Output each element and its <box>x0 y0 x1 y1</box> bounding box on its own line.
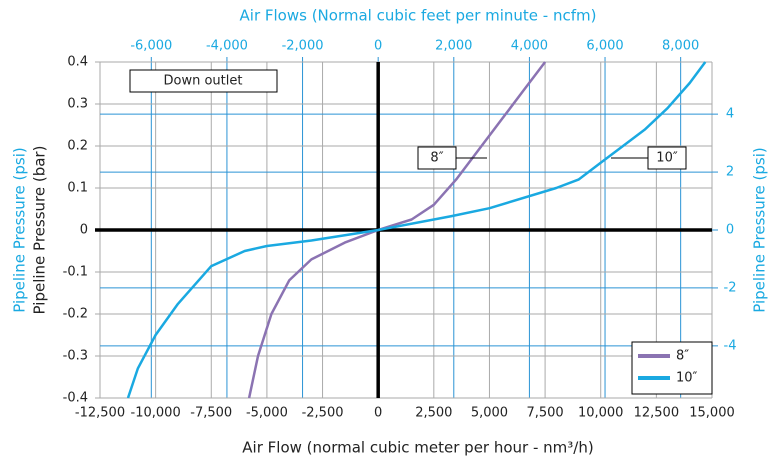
bottom-axis-label: Air Flow (normal cubic meter per hour - … <box>242 439 593 457</box>
legend-box <box>631 341 713 395</box>
x-tick-label: 7,500 <box>526 406 563 421</box>
right-axis-label: Pipeline Pressure (psi) <box>751 147 769 313</box>
y-tick-label: -0.4 <box>63 391 88 406</box>
series-line <box>247 61 547 399</box>
y2-tick-label: 0 <box>726 223 734 238</box>
annotation-box <box>129 69 278 93</box>
x-tick-label: -2,500 <box>302 406 344 421</box>
x2-tick-label: -4,000 <box>206 39 248 54</box>
y-tick-label: -0.1 <box>63 265 88 280</box>
y-tick-label: 0.3 <box>67 97 88 112</box>
x2-tick-label: 6,000 <box>586 39 623 54</box>
x-tick-label: -7,500 <box>190 406 232 421</box>
x2-tick-label: 2,000 <box>435 39 472 54</box>
x-tick-label: 0 <box>374 406 382 421</box>
legend-label: 10″ <box>676 371 698 386</box>
y-tick-label: 0.4 <box>67 55 88 70</box>
legend-label: 8″ <box>676 349 689 364</box>
x-tick-label: 10,000 <box>578 406 624 421</box>
x-tick-label: 2,500 <box>415 406 452 421</box>
x-tick-label: 15,000 <box>689 406 735 421</box>
series-line <box>126 61 707 399</box>
top-axis-label: Air Flows (Normal cubic feet per minute … <box>240 7 597 25</box>
y2-tick-label: -4 <box>724 338 737 353</box>
x2-tick-label: -6,000 <box>130 39 172 54</box>
y2-tick-label: 2 <box>726 165 734 180</box>
label-box <box>647 146 687 170</box>
y-tick-label: 0.1 <box>67 181 88 196</box>
y2-tick-label: -2 <box>724 280 737 295</box>
series-label: 10″ <box>656 151 678 166</box>
y-tick-label: -0.2 <box>63 307 88 322</box>
x-tick-label: 12,500 <box>634 406 680 421</box>
x-tick-label: -12,500 <box>75 406 125 421</box>
y-tick-label: 0.2 <box>67 139 88 154</box>
left-axis-label: Pipeline Pressure (bar) <box>31 146 49 315</box>
label-box <box>417 146 457 170</box>
left-psi-label: Pipeline Pressure (psi) <box>11 147 29 313</box>
x2-tick-label: 8,000 <box>662 39 699 54</box>
x-tick-label: 5,000 <box>471 406 508 421</box>
x2-tick-label: -2,000 <box>282 39 324 54</box>
x-tick-label: -5,000 <box>246 406 288 421</box>
y-tick-label: 0 <box>80 223 88 238</box>
annotation: Down outlet <box>164 74 243 89</box>
y-tick-label: -0.3 <box>63 349 88 364</box>
y2-tick-label: 4 <box>726 107 734 122</box>
x-tick-label: -10,000 <box>131 406 181 421</box>
series-label: 8″ <box>430 151 443 166</box>
x2-tick-label: 4,000 <box>511 39 548 54</box>
x2-tick-label: 0 <box>374 39 382 54</box>
